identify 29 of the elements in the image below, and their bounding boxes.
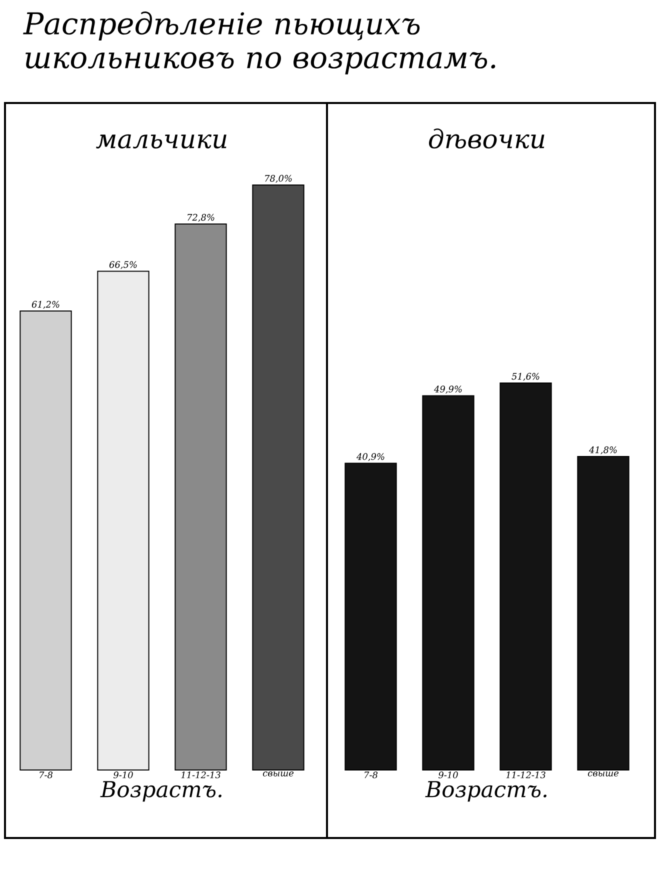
chart-title: мальчики [96,134,226,148]
data-label: 66,5% [109,261,137,270]
x-tick-label: свыше [262,772,294,776]
bar [422,395,474,770]
data-label: 78,0% [265,174,292,183]
data-label: 51,6% [512,372,540,381]
bar [500,382,552,770]
x-tick-label: свыше [588,772,619,776]
x-axis-title: Возрастъ. [100,781,222,802]
bar [174,223,227,770]
x-tick-label: 7-8 [40,772,53,778]
x-tick-label: 11-12-13 [506,772,546,778]
bar [577,456,630,770]
data-label: 72,8% [188,214,214,222]
data-label: 61,2% [32,300,60,309]
text: Распредѣленіе пьющихъ школьниковъ по возрастамъ. [23,12,496,74]
x-tick-label: 7-8 [364,772,378,778]
x-tick-label: 9-10 [438,772,458,778]
bar [252,184,304,770]
bar [344,462,397,770]
chart-title: дѣвочки [428,128,544,148]
data-label: 41,8% [588,446,617,454]
data-label: 49,9% [434,386,462,394]
data-label: 40,9% [356,453,384,462]
x-tick-label: 11-12-13 [181,772,220,778]
x-tick-label: 9-10 [113,772,133,778]
bar [20,310,72,770]
bar [97,270,150,770]
x-axis-title: Возрастъ. [425,781,546,802]
